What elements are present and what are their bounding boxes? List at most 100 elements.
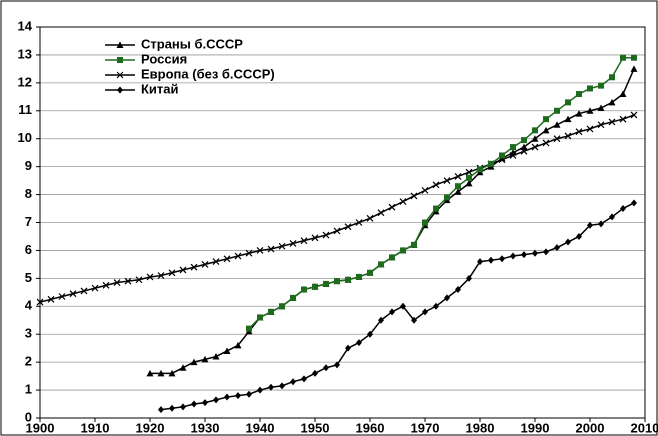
marker <box>378 261 384 268</box>
marker <box>444 294 450 302</box>
marker <box>586 125 594 133</box>
marker <box>597 104 605 111</box>
marker <box>454 172 462 180</box>
marker <box>224 393 230 401</box>
marker <box>565 238 571 246</box>
marker <box>488 160 494 167</box>
marker <box>542 139 550 147</box>
marker <box>543 116 549 123</box>
marker <box>367 269 373 276</box>
marker <box>191 400 197 408</box>
marker <box>443 177 451 185</box>
marker <box>212 353 220 360</box>
marker <box>499 255 505 263</box>
marker <box>135 276 143 284</box>
marker <box>36 298 44 306</box>
marker <box>289 240 297 247</box>
marker <box>235 392 241 400</box>
marker <box>609 74 615 81</box>
marker <box>179 364 187 371</box>
marker <box>521 137 527 144</box>
marker <box>532 127 538 134</box>
marker <box>554 244 560 252</box>
marker <box>356 339 362 347</box>
marker <box>168 369 176 377</box>
marker <box>301 286 307 293</box>
marker <box>356 273 362 280</box>
x-tick-label: 1970 <box>411 420 440 435</box>
marker <box>157 369 165 377</box>
y-tick-label: 5 <box>25 270 32 285</box>
y-tick-label: 8 <box>25 186 32 201</box>
legend-label: Страны б.СССР <box>141 36 243 51</box>
marker <box>609 213 615 221</box>
marker <box>631 54 637 61</box>
marker <box>608 118 616 126</box>
y-tick-label: 6 <box>25 242 32 257</box>
marker <box>531 135 539 142</box>
marker <box>301 375 307 383</box>
marker <box>510 252 516 260</box>
marker <box>553 121 561 128</box>
marker <box>367 330 373 338</box>
marker <box>345 276 351 283</box>
marker <box>455 183 461 190</box>
marker <box>234 341 242 349</box>
marker <box>311 234 319 242</box>
marker <box>333 227 341 235</box>
marker <box>388 203 396 211</box>
marker <box>455 286 461 294</box>
marker <box>158 406 164 414</box>
marker <box>157 272 165 279</box>
marker <box>444 194 450 201</box>
x-tick-label: 1950 <box>301 420 330 435</box>
y-tick-label: 3 <box>25 326 32 341</box>
marker <box>47 295 55 303</box>
marker <box>345 344 351 352</box>
marker <box>477 166 483 173</box>
marker <box>433 302 439 310</box>
marker <box>212 258 220 266</box>
x-tick-label: 1920 <box>136 420 165 435</box>
marker <box>586 107 594 114</box>
marker <box>389 254 395 261</box>
marker <box>454 188 462 195</box>
x-tick-label: 1910 <box>81 420 110 435</box>
marker <box>421 186 429 194</box>
marker <box>532 249 538 257</box>
marker <box>400 247 406 254</box>
marker <box>531 143 539 151</box>
marker <box>355 219 363 226</box>
marker <box>608 98 616 106</box>
marker <box>246 325 252 332</box>
marker <box>278 242 286 250</box>
marker <box>542 126 550 134</box>
marker <box>389 308 395 316</box>
marker <box>575 110 583 117</box>
marker <box>168 269 176 277</box>
marker <box>213 396 219 404</box>
marker <box>279 303 285 310</box>
marker <box>334 278 340 285</box>
legend-label: Россия <box>141 51 187 66</box>
marker <box>466 274 472 282</box>
marker <box>80 287 88 295</box>
marker <box>520 143 528 151</box>
y-tick-label: 11 <box>18 102 32 117</box>
marker <box>466 174 472 181</box>
x-tick-label: 1990 <box>521 420 550 435</box>
marker <box>411 241 417 248</box>
marker <box>465 168 473 176</box>
y-tick-label: 4 <box>25 298 33 313</box>
y-tick-label: 10 <box>18 130 32 145</box>
marker <box>587 85 593 92</box>
marker <box>378 316 384 324</box>
y-tick-label: 12 <box>18 74 32 89</box>
marker <box>169 404 175 412</box>
marker <box>91 284 99 292</box>
marker <box>477 258 483 266</box>
marker <box>334 361 340 369</box>
marker <box>422 308 428 316</box>
